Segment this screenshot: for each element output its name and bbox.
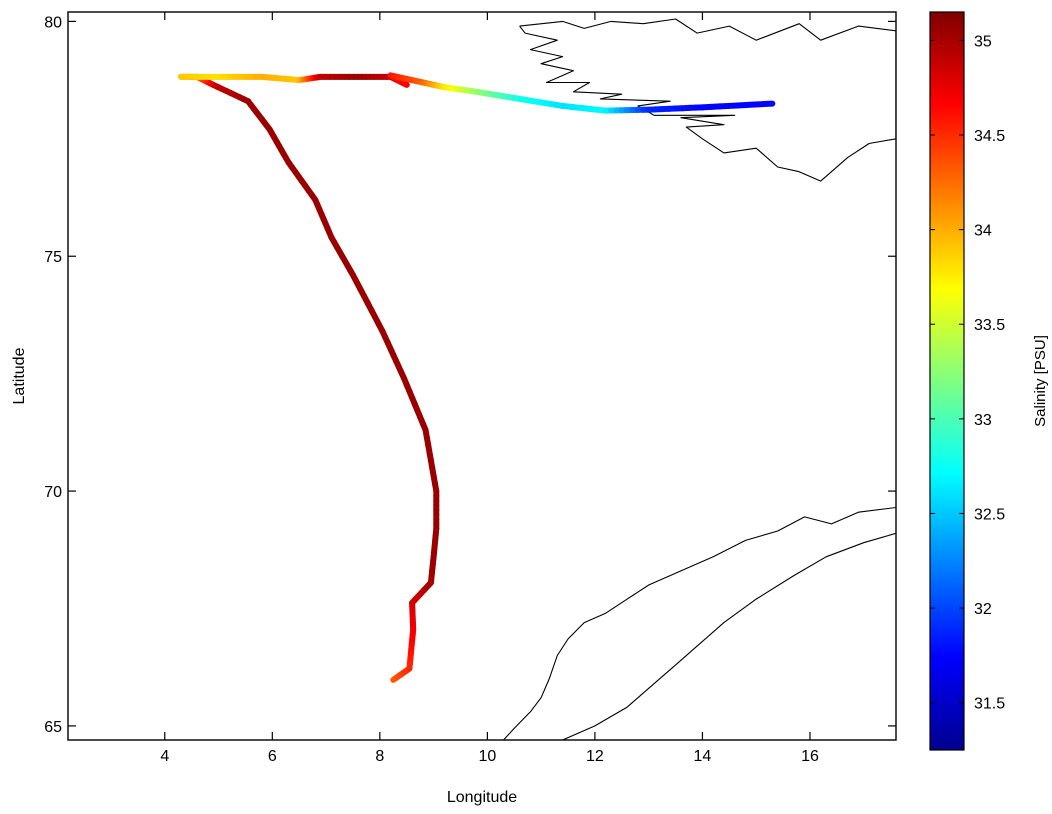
y-axis-label: Latitude xyxy=(11,347,28,404)
colorbar-tick-label: 35 xyxy=(974,33,992,50)
y-tick-label: 70 xyxy=(44,484,62,501)
coastline-svalbard xyxy=(520,19,896,181)
x-tick-label: 10 xyxy=(478,748,496,765)
x-tick-label: 6 xyxy=(268,748,277,765)
axes: 4 6 8 10 12 14 16 65 70 75 80 xyxy=(44,12,896,765)
coastline-norway xyxy=(504,508,897,741)
x-tick-label: 16 xyxy=(801,748,819,765)
colorbar-gradient xyxy=(930,12,964,750)
colorbar: 31.5 32 32.5 33 33.5 34 34.5 35 Salinity [PSU] xyxy=(930,12,1049,750)
colorbar-tick-label: 33 xyxy=(974,412,992,429)
colorbar-tick-label: 34.5 xyxy=(974,128,1005,145)
y-tick-label: 80 xyxy=(44,14,62,31)
colorbar-tick-label: 33.5 xyxy=(974,317,1005,334)
colorbar-label: Salinity [PSU] xyxy=(1032,335,1049,427)
ship-track-layer xyxy=(181,75,772,679)
x-tick-label: 14 xyxy=(694,748,712,765)
colorbar-tick-label: 32.5 xyxy=(974,506,1005,523)
x-tick-label: 4 xyxy=(160,748,169,765)
plot-frame xyxy=(68,12,896,740)
y-tick-label: 65 xyxy=(44,719,62,736)
x-tick-label: 8 xyxy=(375,748,384,765)
y-tick-label: 75 xyxy=(44,249,62,266)
coastline-layer xyxy=(504,19,897,740)
x-tick-label: 12 xyxy=(586,748,604,765)
x-axis-label: Longitude xyxy=(447,789,517,806)
colorbar-tick-label: 32 xyxy=(974,601,992,618)
colorbar-tick-label: 34 xyxy=(974,223,992,240)
colorbar-tick-label: 31.5 xyxy=(974,696,1005,713)
